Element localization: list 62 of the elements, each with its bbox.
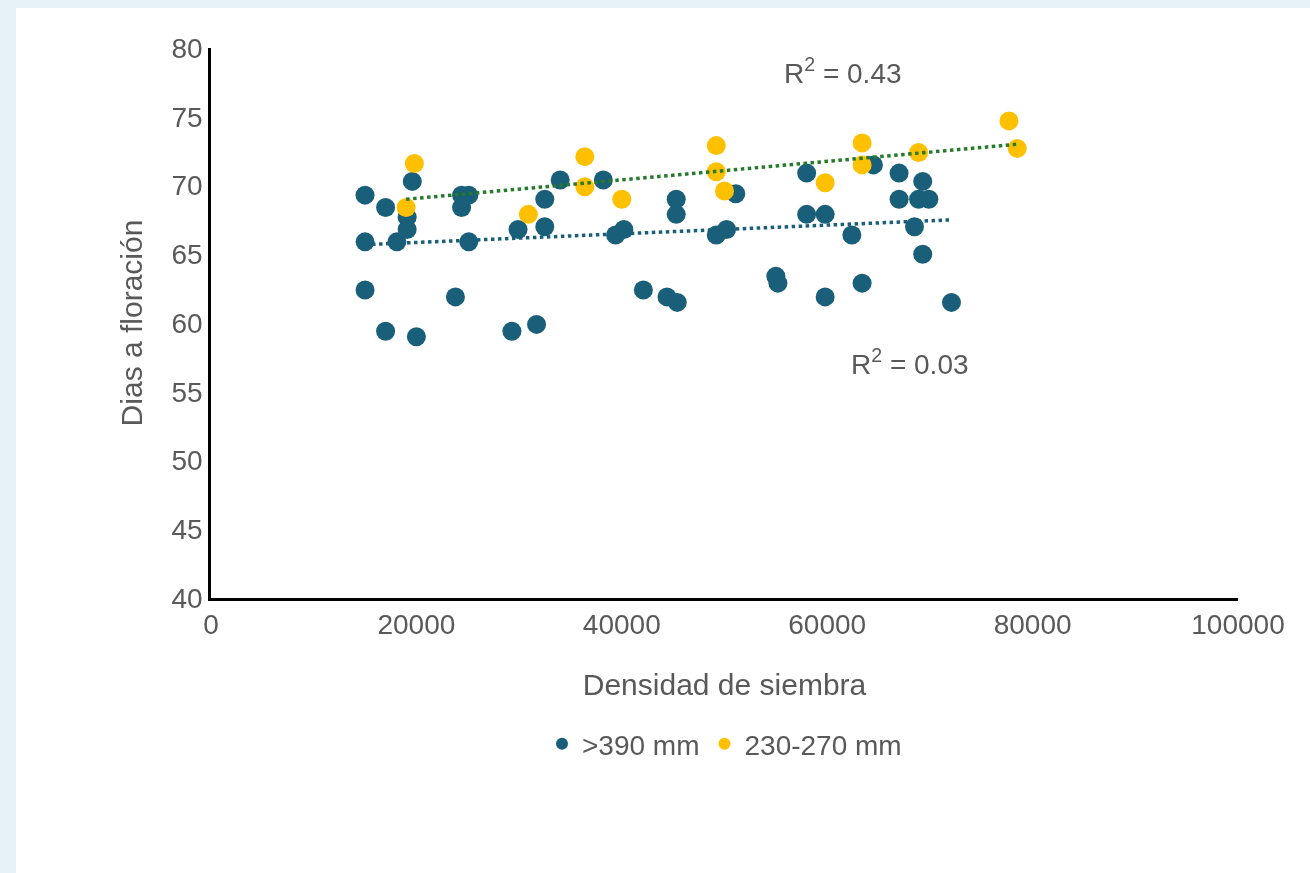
- y-tick-label: 60: [171, 307, 203, 339]
- point: [502, 321, 522, 341]
- point: [667, 292, 687, 312]
- point: [1007, 138, 1027, 158]
- point: [535, 189, 555, 209]
- point: [355, 185, 375, 205]
- point: [842, 225, 862, 245]
- legend-label: >390 mm: [582, 729, 700, 761]
- point: [527, 314, 547, 334]
- point: [815, 204, 835, 224]
- point: [355, 232, 375, 252]
- point: [666, 204, 686, 224]
- y-tick-label: 65: [171, 239, 203, 271]
- y-tick-label: 75: [171, 101, 203, 133]
- point: [633, 280, 653, 300]
- point: [852, 273, 872, 293]
- point: [445, 287, 465, 307]
- point: [396, 198, 416, 217]
- point: [768, 273, 788, 293]
- point: [852, 133, 872, 153]
- point: [376, 198, 396, 217]
- point: [905, 217, 924, 237]
- point: [355, 280, 375, 300]
- y-tick-label: 55: [171, 376, 203, 408]
- y-tick-label: 50: [171, 445, 203, 477]
- y-tick-label: 45: [171, 514, 203, 546]
- point: [459, 232, 479, 252]
- point: [797, 163, 817, 183]
- y-axis-title: Dias a floración: [115, 219, 149, 427]
- annotation: R$^{2}$ = 0.03: [851, 344, 969, 380]
- point: [535, 217, 555, 237]
- point: [941, 292, 961, 312]
- point: [889, 163, 909, 183]
- x-tick-label: 100000: [1191, 609, 1285, 641]
- annotation: R$^{2}$ = 0.43: [784, 53, 902, 89]
- x-tick-label: 40000: [582, 609, 661, 641]
- point: [706, 136, 726, 156]
- legend-label: 230-270 mm: [744, 729, 902, 761]
- x-tick-label: 80000: [993, 609, 1072, 641]
- point: [797, 204, 817, 224]
- y-tick-label: 70: [171, 170, 203, 202]
- point: [612, 189, 632, 209]
- point: [376, 321, 396, 341]
- point: [999, 111, 1019, 131]
- point: [815, 287, 835, 307]
- point: [889, 189, 909, 209]
- point: [913, 244, 933, 264]
- y-tick-label: 40: [171, 582, 203, 614]
- point: [913, 171, 933, 191]
- point: [404, 154, 424, 173]
- x-axis-title: Densidad de siembra: [582, 667, 867, 701]
- x-tick-label: 0: [203, 609, 219, 641]
- y-tick-label: 80: [171, 32, 203, 64]
- point: [715, 181, 734, 201]
- point: [518, 204, 538, 224]
- point: [406, 327, 426, 347]
- x-tick-label: 20000: [377, 609, 456, 641]
- point: [815, 173, 835, 193]
- x-tick-label: 60000: [788, 609, 867, 641]
- point: [402, 171, 422, 191]
- point: [575, 147, 595, 167]
- point: [508, 220, 528, 239]
